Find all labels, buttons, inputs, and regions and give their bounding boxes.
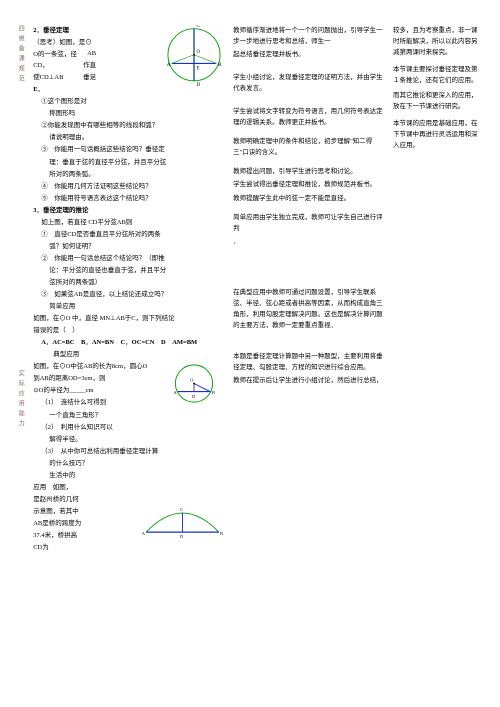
svg-text:D: D	[192, 394, 195, 399]
svg-text:D: D	[180, 534, 183, 539]
text: ④ 你能用几何方法证明这些结论吗？	[33, 181, 225, 192]
svg-text:C: C	[197, 25, 201, 29]
text: 学生尝试得出垂径定理和推论，教师规范并板书。	[233, 179, 385, 190]
figure-circle-1: C O A E B D	[163, 25, 225, 87]
text: 请说明理由。	[33, 132, 225, 143]
text: 所对的两条弧。	[33, 169, 225, 180]
column-middle: 教师循序渐进地将一个一个的问题抛出，引导学生一步一步地进行思考和总结，师生一 起…	[229, 25, 389, 554]
text: ⑤ 你能用符号语言表达这个结论吗？	[33, 193, 225, 204]
svg-text:B: B	[218, 63, 222, 68]
simple-app-title: 简单应用	[33, 301, 225, 312]
text: 在典型应用中教师可通过问题设置，引导学生联系弦、半径、弦心距或者拱高等因素，从而…	[233, 287, 385, 331]
text: 教师提出问题，引导学生进行思考和讨论。	[233, 166, 385, 177]
svg-text:O: O	[190, 378, 193, 383]
column-left: C O A E B D 2．垂径定理 （思考）如图，是⊙AB O的一条弦，径CD…	[29, 25, 229, 554]
side-label-top: 四维备课规范	[15, 25, 25, 554]
text: ③ 你能用一句话概括这些结论吗？垂径定	[33, 144, 225, 155]
svg-text:E: E	[197, 67, 200, 72]
text: 称图形吗	[33, 108, 225, 119]
text: 而其它推论和更深入的应用，放在下一节课进行研究。	[393, 90, 481, 112]
text: 教师提醒学生此中的弦一定不能是直径。	[233, 193, 385, 204]
text: （3） 从中你可总结出利用垂径定理计算	[33, 446, 225, 457]
section-3-title: 3．垂径定理的推论	[33, 205, 225, 216]
text: ③ 如果弦AB是直径，以上结论还成立吗？	[33, 289, 225, 300]
text: 简单应用由学生独立完成，教师可让学生自己进行评判	[233, 212, 385, 234]
text: 应用 如图，	[33, 482, 225, 493]
text: 如上图，若直径 CD平分弦AB则	[33, 217, 225, 228]
text: 弧？如何证明？	[33, 241, 225, 252]
text: 本节课的应用是基础应用，在下节课中再进行灵活运用和深入应用。	[393, 118, 481, 151]
text: 理：垂直于弦的直径平分弦，并且平分弦	[33, 157, 225, 168]
text: 教师在提示后让学生进行小组讨论，然后进行总结，	[233, 375, 385, 386]
text: 教师明确定理中的条件和结论，初步理解"知二得三"口诀的含义。	[233, 136, 385, 158]
options: A．AC=BC B．AN=BN C．OC=CN D AM=BM	[33, 337, 225, 348]
svg-text:O: O	[197, 50, 201, 55]
life-title: 生活中的	[33, 470, 225, 481]
text: 本节课主要探讨垂径定理及第１条推论，还有它们的应用。	[393, 64, 481, 86]
text: 错误的是（ ）	[33, 325, 225, 336]
svg-text:A: A	[167, 63, 171, 68]
text: 学生尝试将文字转变为符号语言，用几何符号表达定理的逻辑关系。教师更正并板书。	[233, 106, 385, 128]
text: ② 你能用一句话总结这个结论吗？（即推	[33, 253, 225, 264]
text: 教师循序渐进地将一个一个的问题抛出，引导学生一步一步地进行思考和总结，师生一	[233, 25, 385, 47]
text: 本题是垂径定理计算题中另一种题型，主要利用将垂径定理、勾股定理、方程的知识进行综…	[233, 351, 385, 373]
text: ①这个图形是对	[33, 96, 225, 107]
text: 较多，且为考察重点，非一课时所能解决，所以以此内容另减第两课时来探究。	[393, 25, 481, 58]
side-label-bottom: 实际应用能力	[15, 370, 25, 430]
typical-title: 典型应用	[33, 349, 225, 360]
svg-text:A: A	[142, 531, 146, 536]
text: ．	[233, 236, 385, 247]
text: 的什么技巧？	[33, 458, 225, 469]
text: 弦所对的两条弧）	[33, 277, 225, 288]
svg-text:D: D	[197, 83, 201, 87]
column-right: 较多，且为考察重点，非一课时所能解决，所以以此内容另减第两课时来探究。 本节课主…	[389, 25, 485, 554]
text: 如图，在⊙O 中，直径 MN⊥AB于C，则下列结论	[33, 313, 225, 324]
text: ① 直径CD是否垂直且平分弦所对的两条	[33, 229, 225, 240]
text: （2） 利用什么知识可以	[33, 422, 225, 433]
figure-circle-2: O A D B	[163, 361, 225, 406]
svg-text:B: B	[212, 390, 215, 395]
text: 一个直角三角形？	[33, 410, 225, 421]
text: ②你能发现图中有哪些相等的线段和弧？	[33, 120, 225, 131]
text: 起总结垂径定理并板书。	[233, 49, 385, 60]
figure-arc: C A D B	[140, 496, 225, 544]
text: 论：平分弦的直径也垂直于弦，并且平分	[33, 265, 225, 276]
text: 学生小组讨论，发现垂径定理的证明方法，并由学生代表发言。	[233, 72, 385, 94]
svg-text:C: C	[180, 507, 183, 512]
text: 解得半径。	[33, 434, 225, 445]
svg-text:B: B	[220, 531, 223, 536]
